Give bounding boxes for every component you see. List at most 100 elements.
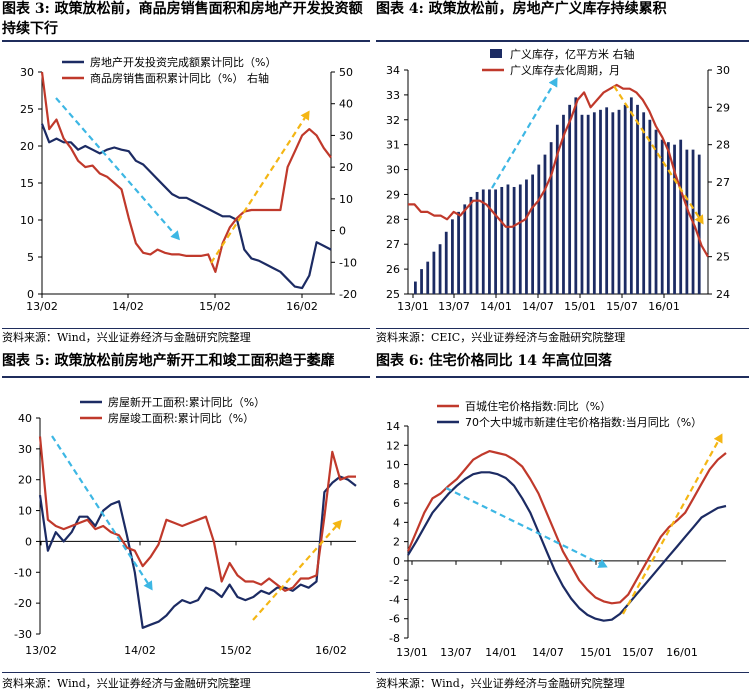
- p4-y-tick-label: 30: [386, 164, 400, 177]
- p3-y-tick-label: 0: [27, 288, 34, 301]
- p4-bar: [420, 269, 423, 294]
- p4-bar: [512, 186, 516, 294]
- p6-y-tick-label: 10: [386, 459, 400, 472]
- p4-y2-tick-label: 26: [716, 213, 730, 226]
- p4-legend-label: 广义库存，亿平方米 右轴: [510, 47, 635, 61]
- divider: [376, 376, 749, 378]
- p3-y2-tick-label: 0: [339, 225, 346, 238]
- p4-bar: [457, 211, 460, 294]
- p3-series-line: [40, 123, 332, 290]
- p4-bar: [488, 189, 491, 294]
- title-chart-6: 图表 6: 住宅价格同比 14 年高位回落: [376, 353, 612, 369]
- p5-series-line: [38, 475, 357, 629]
- p4-bar: [685, 149, 689, 294]
- p4-bar: [463, 204, 467, 294]
- p5-y-tick-label: -30: [14, 628, 32, 641]
- p3-y-tick-label: 25: [20, 103, 34, 116]
- p3-legend-label: 商品房销售面积累计同比（%） 右轴: [90, 71, 269, 85]
- p4-bar: [568, 104, 572, 294]
- p5-x-tick-label: 13/02: [25, 644, 57, 657]
- p4-y-tick-label: 25: [386, 288, 400, 301]
- p4-bar: [414, 281, 417, 294]
- p4-bar: [697, 154, 701, 294]
- p3-y2-tick-label: 20: [339, 161, 353, 174]
- p4-bar: [617, 109, 621, 294]
- p4-bar: [660, 139, 664, 294]
- p4-x-tick-label: 16/01: [648, 300, 680, 313]
- p6-series-line: [406, 450, 727, 605]
- p4-bar: [666, 142, 670, 294]
- p4-bar: [537, 164, 541, 294]
- p4-bar: [648, 119, 652, 295]
- p3-y-tick-label: 15: [20, 177, 34, 190]
- p3-y2-tick-label: 30: [339, 129, 353, 142]
- p4-bar: [432, 251, 436, 294]
- p4-bar: [475, 191, 479, 294]
- p4-bar: [549, 142, 553, 294]
- p6-series-line: [407, 471, 727, 622]
- p5-x-tick-label: 15/02: [220, 644, 252, 657]
- p4-y2-tick-label: 28: [716, 139, 730, 152]
- p5-y-tick-label: 40: [18, 412, 32, 425]
- p3-y2-tick-label: -10: [339, 256, 357, 269]
- p6-y-tick-label: 6: [393, 497, 400, 510]
- p3-legend-label: 房地产开发投资完成额累计同比（%）: [90, 55, 276, 69]
- p4-bar: [642, 112, 646, 294]
- p4-bar: [574, 97, 578, 294]
- p4-bar: [543, 154, 547, 294]
- p3-trend-arrow: [55, 97, 180, 241]
- p4-bar: [469, 196, 473, 294]
- p6-x-tick-label: 14/07: [532, 646, 564, 659]
- p4-y-tick-label: 32: [386, 114, 400, 127]
- p6-x-tick-label: 16/01: [666, 646, 698, 659]
- p3-x-tick-label: 15/02: [199, 300, 231, 313]
- p6-legend-label: 百城住宅价格指数:同比（%）: [465, 399, 611, 413]
- p4-y-tick-label: 27: [386, 238, 400, 251]
- p6-y-tick-label: -8: [389, 632, 400, 645]
- p6-y-tick-label: 4: [393, 516, 400, 529]
- p4-bar: [500, 186, 504, 294]
- p3-y2-tick-label: 40: [339, 98, 353, 111]
- p4-bar: [525, 179, 528, 294]
- p4-bar: [623, 104, 627, 294]
- p4-y2-tick-label: 24: [716, 288, 730, 301]
- p6-y-tick-label: -6: [389, 613, 400, 626]
- p4-x-tick-label: 13/07: [438, 300, 470, 313]
- p4-x-tick-label: 15/01: [564, 300, 596, 313]
- p4-bar: [531, 174, 535, 294]
- p6-y-tick-label: 12: [386, 439, 400, 452]
- p4-bar: [586, 114, 590, 294]
- p6-y-tick-label: 8: [393, 478, 400, 491]
- p4-x-tick-label: 15/07: [606, 300, 638, 313]
- p3-y2-tick-label: -20: [339, 288, 357, 301]
- p4-y-tick-label: 29: [386, 188, 400, 201]
- p4-bar: [636, 104, 639, 294]
- p4-y2-tick-label: 30: [716, 64, 730, 77]
- p4-bar: [451, 219, 454, 294]
- title-chart-5: 图表 5: 政策放松前房地产新开工和竣工面积趋于萎靡: [2, 353, 335, 369]
- title-chart-3: 图表 3: 政策放松前，商品房销售面积和房地产开发投资额持续下行: [2, 1, 363, 37]
- p4-bar: [562, 114, 565, 294]
- p3-y-tick-label: 5: [27, 251, 34, 264]
- source-chart-4: 资料来源：CEIC，兴业证券经济与金融研究院整理: [376, 331, 626, 344]
- divider: [376, 328, 749, 329]
- p4-bar: [506, 184, 510, 294]
- p5-x-tick-label: 14/02: [124, 644, 156, 657]
- p5-y-tick-label: 0: [25, 535, 32, 548]
- p5-y-tick-label: 10: [18, 505, 32, 518]
- p4-bar: [599, 109, 602, 294]
- p5-y-tick-label: 20: [18, 474, 32, 487]
- p4-y-tick-label: 28: [386, 213, 400, 226]
- p5-series-line: [38, 436, 356, 592]
- p4-bar: [426, 261, 430, 294]
- source-chart-3: 资料来源：Wind，兴业证券经济与金融研究院整理: [2, 331, 251, 344]
- p3-trend-arrow: [210, 110, 310, 264]
- p4-bar: [654, 129, 658, 294]
- p4-series-line: [408, 83, 709, 258]
- divider: [376, 672, 749, 673]
- p6-trend-arrow: [622, 433, 723, 615]
- p6-y-tick-label: 2: [393, 536, 400, 549]
- source-chart-6: 资料来源：Wind，兴业证券经济与金融研究院整理: [376, 677, 625, 690]
- title-chart-4: 图表 4: 政策放松前，房地产广义库存持续累积: [376, 1, 667, 17]
- p4-y2-tick-label: 25: [716, 251, 730, 264]
